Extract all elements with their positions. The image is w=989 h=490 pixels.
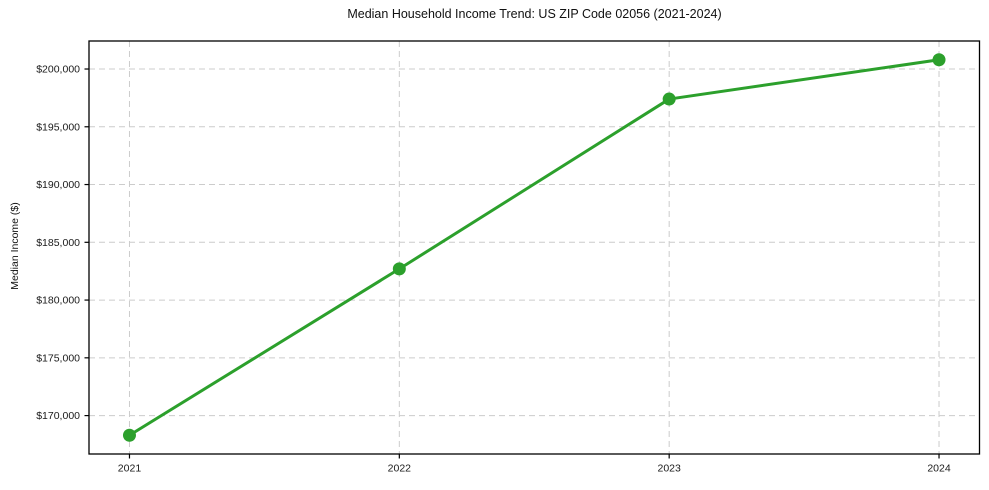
y-tick-label: $170,000 — [36, 410, 80, 422]
x-tick-label: 2024 — [927, 463, 951, 475]
y-axis-label: Median Income ($) — [9, 202, 21, 290]
data-point-marker — [122, 428, 136, 442]
data-point-marker — [662, 92, 676, 106]
x-tick-label: 2022 — [388, 463, 412, 475]
income-trend-line — [127, 58, 941, 437]
y-tick-label: $190,000 — [36, 179, 80, 191]
x-tick-label: 2021 — [118, 463, 142, 475]
y-tick-label: $180,000 — [36, 295, 80, 307]
y-tick-label: $185,000 — [36, 237, 80, 249]
y-tick-label: $195,000 — [36, 121, 80, 133]
axes-frame — [88, 40, 981, 455]
chart-title: Median Household Income Trend: US ZIP Co… — [347, 7, 722, 21]
y-tick-label: $175,000 — [36, 352, 80, 364]
data-point-marker — [392, 262, 406, 276]
data-point-marker — [932, 53, 946, 67]
x-tick-label: 2023 — [657, 463, 681, 475]
y-tick-label: $200,000 — [36, 64, 80, 76]
